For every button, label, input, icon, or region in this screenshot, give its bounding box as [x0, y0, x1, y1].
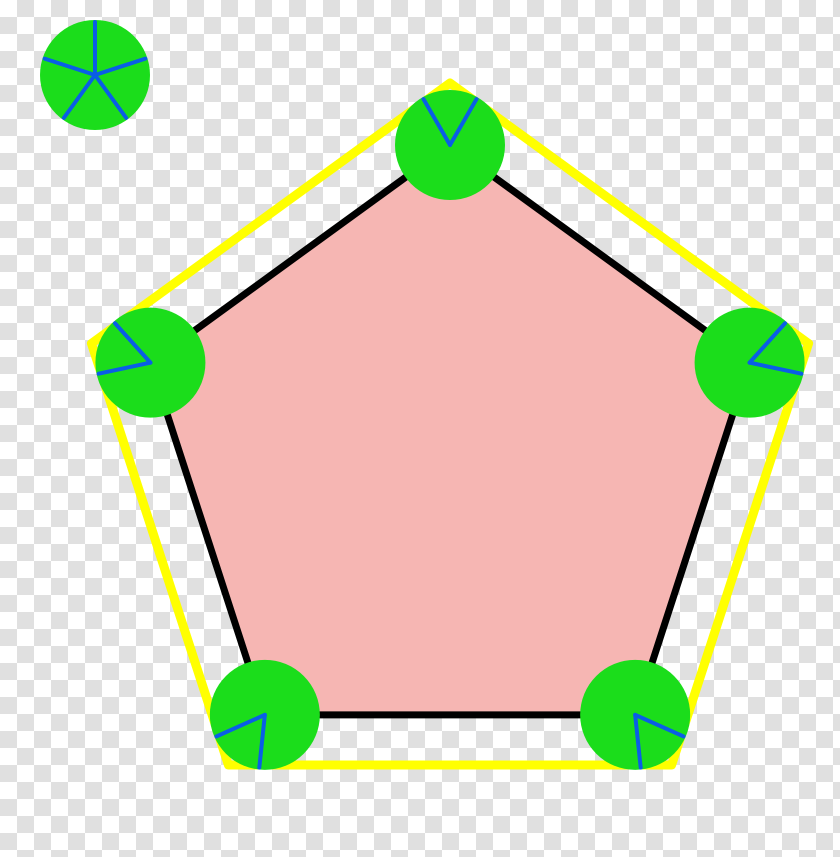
vertex-circle-top	[395, 90, 505, 200]
pentagon-diagram	[0, 0, 840, 857]
vertex-circle-bottom-left	[210, 660, 320, 770]
vertex-circle-bottom-right	[580, 660, 690, 770]
vertex-circle-left	[95, 308, 205, 418]
vertex-circle-right	[695, 308, 805, 418]
legend-circle	[40, 20, 150, 130]
